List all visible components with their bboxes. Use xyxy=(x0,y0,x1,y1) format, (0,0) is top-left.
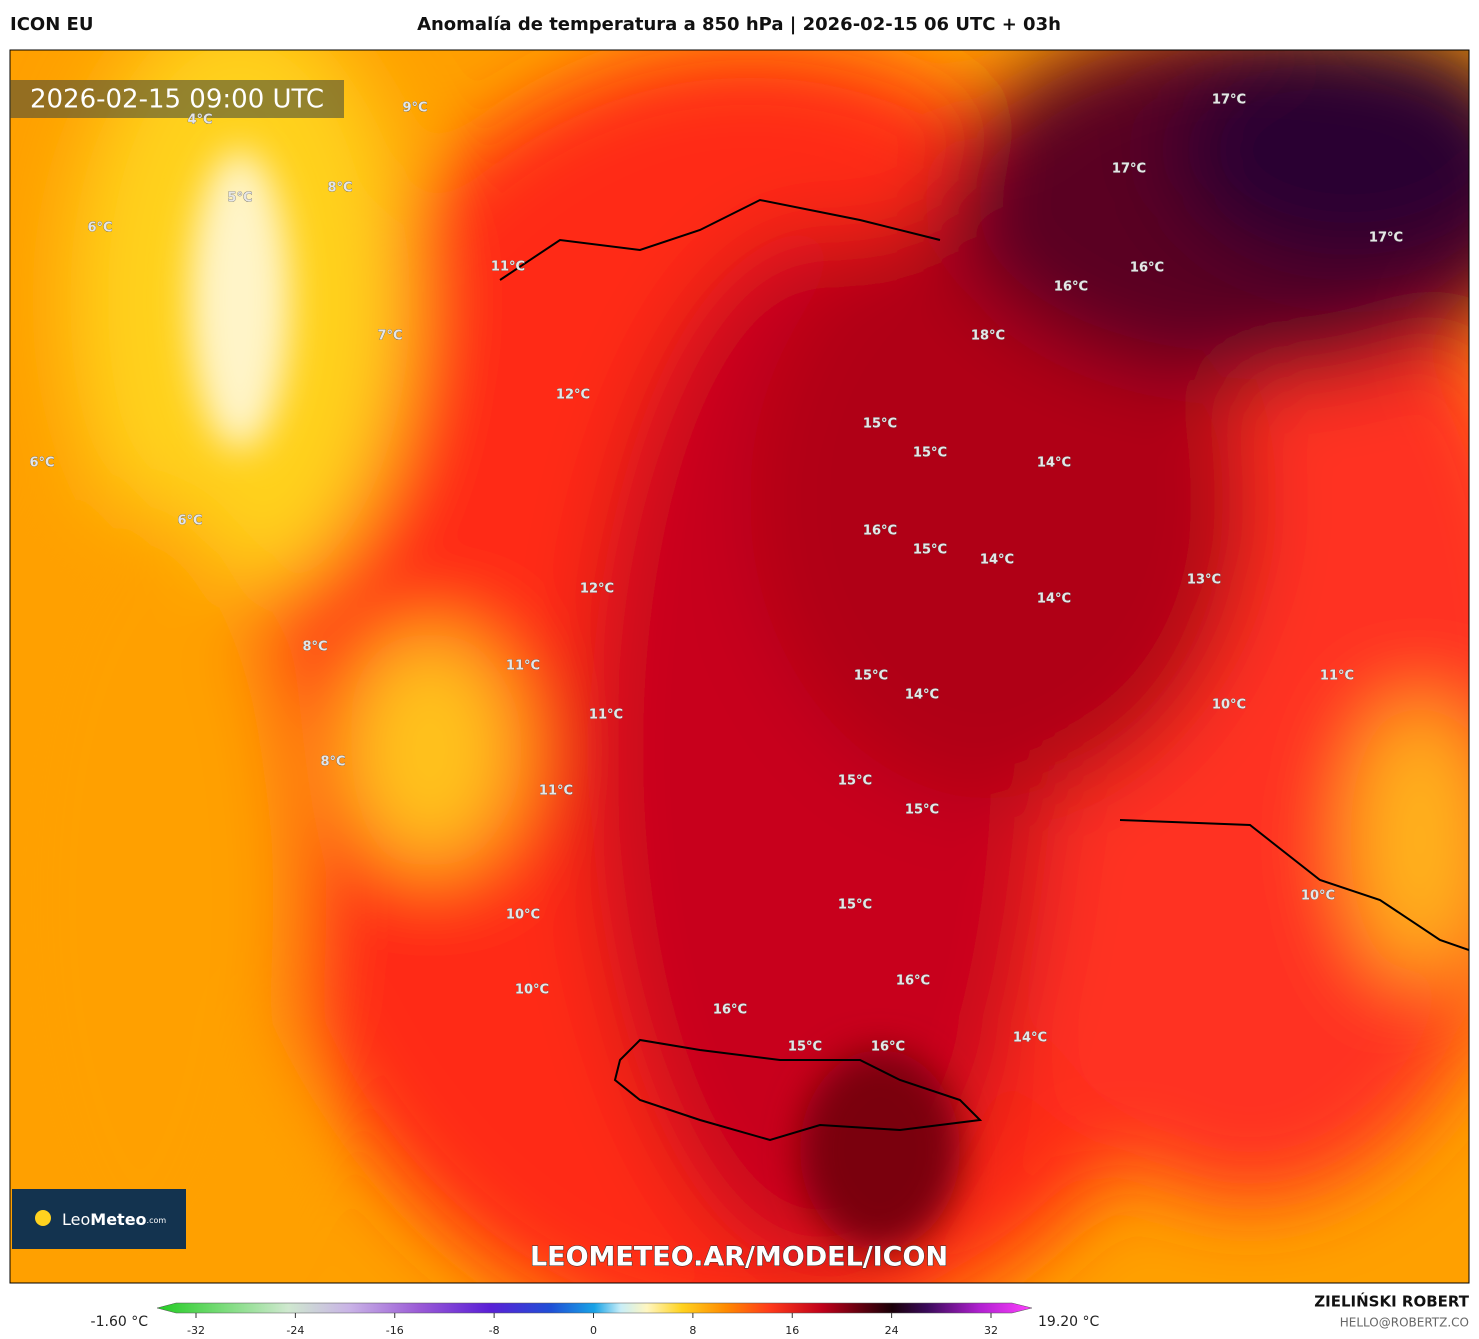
temperature-label: 10°C xyxy=(1212,698,1246,713)
temperature-label: 15°C xyxy=(913,543,947,558)
temperature-label: 12°C xyxy=(580,582,614,597)
temperature-label: 11°C xyxy=(491,260,525,275)
timestamp-box xyxy=(10,80,344,118)
temperature-label: 15°C xyxy=(913,446,947,461)
temperature-label: 8°C xyxy=(302,640,327,655)
author: ZIELIŃSKI ROBERT xyxy=(1314,1292,1469,1311)
colorbar-tick-label: 8 xyxy=(689,1324,696,1337)
temperature-label: 18°C xyxy=(971,329,1005,344)
map-title: Anomalía de temperatura a 850 hPa | 2026… xyxy=(417,14,1061,35)
colorbar: -32 -24 -16 -8 0 8 16 24 32 xyxy=(156,1302,1033,1337)
temperature-label: 12°C xyxy=(556,388,590,403)
temperature-label: 17°C xyxy=(1369,231,1403,246)
temperature-label: 16°C xyxy=(713,1003,747,1018)
temperature-label: 14°C xyxy=(905,688,939,703)
temperature-label: 16°C xyxy=(1054,280,1088,295)
colorbar-tick-label: -24 xyxy=(286,1324,304,1337)
temperature-label: 6°C xyxy=(87,221,112,236)
temperature-label: 16°C xyxy=(1130,261,1164,276)
temperature-label: 11°C xyxy=(506,659,540,674)
model-name: ICON EU xyxy=(10,14,93,35)
temperature-label: 14°C xyxy=(1037,456,1071,471)
temperature-label: 11°C xyxy=(539,784,573,799)
map-frame xyxy=(9,49,1470,1284)
colorbar-tick-label: 16 xyxy=(785,1324,799,1337)
logo-sun xyxy=(35,1210,51,1226)
temperature-label: 13°C xyxy=(1187,573,1221,588)
temperature-label: 14°C xyxy=(1013,1031,1047,1046)
email: HELLO@ROBERTZ.CO xyxy=(1340,1316,1469,1330)
colorbar-tick-label: -32 xyxy=(187,1324,205,1337)
temperature-label: 11°C xyxy=(589,708,623,723)
colorbar-max: 19.20 °C xyxy=(1038,1314,1100,1330)
temperature-label: 14°C xyxy=(980,553,1014,568)
temperature-label: 15°C xyxy=(788,1040,822,1055)
temperature-label: 7°C xyxy=(377,329,402,344)
temperature-label: 10°C xyxy=(506,908,540,923)
temperature-label: 10°C xyxy=(515,983,549,998)
colorbar-tick-label: 24 xyxy=(885,1324,899,1337)
colorbar-min: -1.60 °C xyxy=(91,1314,149,1330)
watermark: LEOMETEO.AR/MODEL/ICON xyxy=(530,1242,948,1273)
temperature-label: 15°C xyxy=(838,898,872,913)
temperature-label: 17°C xyxy=(1112,162,1146,177)
logo-text: LeoMeteo.com xyxy=(62,1210,166,1229)
colorbar-tick-label: 32 xyxy=(984,1324,998,1337)
temperature-label: 15°C xyxy=(838,774,872,789)
colorbar-tick-label: -8 xyxy=(489,1324,500,1337)
temperature-label: 14°C xyxy=(1037,592,1071,607)
temperature-label: 16°C xyxy=(863,524,897,539)
temperature-label: 15°C xyxy=(905,803,939,818)
temperature-label: 16°C xyxy=(896,974,930,989)
colorbar-tick-label: -16 xyxy=(386,1324,404,1337)
temperature-label: 15°C xyxy=(863,417,897,432)
temperature-label: 10°C xyxy=(1301,889,1335,904)
temperature-label: 15°C xyxy=(854,669,888,684)
temperature-label: 8°C xyxy=(320,755,345,770)
temperature-label: 17°C xyxy=(1212,93,1246,108)
colorbar-bar xyxy=(156,1302,1033,1314)
temperature-label: 5°C xyxy=(227,191,252,206)
temperature-label: 11°C xyxy=(1320,669,1354,684)
colorbar-tick-label: 0 xyxy=(590,1324,597,1337)
temperature-label: 6°C xyxy=(177,514,202,529)
temperature-label: 4°C xyxy=(187,113,212,128)
temperature-label: 9°C xyxy=(402,101,427,116)
temperature-label: 16°C xyxy=(871,1040,905,1055)
temperature-label: 8°C xyxy=(327,181,352,196)
timestamp: 2026-02-15 09:00 UTC xyxy=(30,85,324,115)
temperature-label: 6°C xyxy=(29,456,54,471)
